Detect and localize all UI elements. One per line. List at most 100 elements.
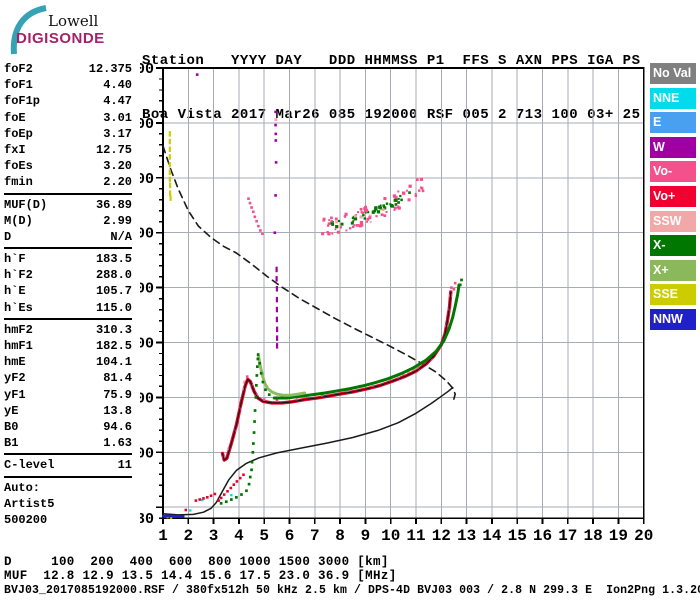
parameters-panel: foF2 12.375 foF1 4.40 foF1p 4.47 foE 3.01 foEp 3.… bbox=[4, 61, 132, 528]
param-label: foF1p bbox=[4, 94, 41, 109]
param-value: 4.40 bbox=[103, 78, 132, 93]
param-label: fmin bbox=[4, 175, 33, 190]
nnw-dashes bbox=[171, 514, 178, 518]
spread-f-cloud bbox=[321, 232, 325, 236]
spread-pink-diagonal bbox=[253, 215, 257, 219]
spread-f-cloud bbox=[337, 219, 341, 223]
spread-f-cloud bbox=[406, 189, 408, 192]
x-tick-label: 8 bbox=[335, 527, 345, 545]
spread-f-cloud bbox=[363, 217, 366, 220]
spread-f-cloud bbox=[375, 215, 378, 218]
o-trace-pink bbox=[397, 376, 400, 380]
spread-f-cloud bbox=[335, 225, 339, 229]
o-trace-pink bbox=[371, 385, 375, 388]
param-label: foE bbox=[4, 110, 26, 125]
param-row: yF1 75.9 bbox=[4, 387, 132, 403]
param-value: 3.20 bbox=[103, 159, 132, 174]
spread-f-cloud bbox=[394, 195, 398, 199]
muf-distance-table: D 100 200 400 600 800 1000 1500 3000 [km… bbox=[4, 555, 397, 583]
e-trace-red bbox=[198, 498, 201, 501]
param-row: yE 13.8 bbox=[4, 403, 132, 419]
spread-pink-diagonal bbox=[248, 201, 252, 205]
spread-f-cloud bbox=[353, 224, 356, 227]
param-row: D N/A bbox=[4, 229, 132, 245]
x-trace-dark-green-dots bbox=[252, 442, 255, 445]
x-trace-dark-green-dots bbox=[255, 374, 259, 377]
param-row: h`Es 115.0 bbox=[4, 300, 132, 316]
echo-direction-legend: No Val NNE E W Vo- Vo+ SSW X- X+ SSE NNW bbox=[650, 63, 697, 334]
x-trace-dark-green-dots bbox=[256, 365, 259, 368]
x-trace-dark-green-dots bbox=[256, 353, 260, 356]
spread-f-cloud bbox=[330, 221, 334, 225]
e-trace-red bbox=[184, 508, 188, 512]
x-trace-dark-green-dots bbox=[240, 493, 243, 496]
param-row: h`F 183.5 bbox=[4, 251, 132, 267]
param-label: yF1 bbox=[4, 387, 26, 402]
spread-f-cloud bbox=[335, 220, 338, 224]
param-row: yF2 81.4 bbox=[4, 370, 132, 386]
x-tick-label: 6 bbox=[285, 527, 295, 545]
param-label: foF2 bbox=[4, 62, 33, 76]
spread-salmon bbox=[407, 370, 410, 374]
o-trace-pink bbox=[245, 375, 249, 378]
spread-f-cloud bbox=[383, 206, 387, 210]
x-trace-light-green bbox=[257, 354, 307, 397]
param-row: foF2 12.375 bbox=[4, 61, 132, 77]
x-trace-dark-green-dots bbox=[264, 388, 267, 392]
spread-f-cloud bbox=[374, 207, 378, 211]
spread-f-cloud bbox=[421, 187, 424, 190]
spread-f-cloud bbox=[366, 217, 370, 221]
nne-specks bbox=[230, 493, 233, 497]
param-row: B1 1.63 bbox=[4, 435, 132, 451]
spread-f-cloud bbox=[397, 190, 400, 193]
legend-item-e: E bbox=[650, 112, 696, 134]
e-trace-red bbox=[229, 486, 233, 490]
param-value: 2.20 bbox=[103, 175, 132, 190]
param-value: 288.0 bbox=[95, 268, 132, 283]
x-trace-dark-green-dots bbox=[261, 380, 265, 384]
o-trace-pink bbox=[275, 399, 279, 402]
e-trace-red bbox=[194, 499, 198, 502]
x-tick-label: 5 bbox=[259, 527, 269, 545]
param-value: 104.1 bbox=[95, 355, 132, 370]
e-trace-red bbox=[232, 483, 236, 486]
spread-f-cloud bbox=[407, 198, 411, 202]
nne-specks bbox=[189, 509, 192, 512]
spread-f-cloud bbox=[383, 197, 387, 201]
param-label: M(D) bbox=[4, 213, 33, 228]
param-row: foEs 3.20 bbox=[4, 158, 132, 174]
spread-f-cloud bbox=[364, 208, 368, 213]
muf-row: MUF 12.8 12.9 13.5 14.4 15.6 17.5 23.0 3… bbox=[4, 569, 397, 583]
y-tick-label: 600 bbox=[140, 226, 154, 243]
param-label: yF2 bbox=[4, 371, 26, 386]
param-value: 75.9 bbox=[103, 387, 132, 402]
o-trace-pink bbox=[452, 288, 456, 291]
nnw-dashes bbox=[165, 514, 172, 518]
x-trace-dark-green-dots bbox=[219, 502, 223, 505]
nne-specks bbox=[201, 498, 204, 502]
x-tick-label: 1 bbox=[158, 527, 168, 545]
spread-f-cloud bbox=[344, 212, 348, 216]
spread-f-cloud bbox=[366, 210, 370, 214]
nnw-dashes bbox=[162, 514, 168, 518]
param-label: h`Es bbox=[4, 300, 33, 315]
panel-separator bbox=[4, 453, 132, 456]
o-trace-pink bbox=[346, 390, 349, 393]
x-trace-dark-green-dots bbox=[255, 384, 258, 387]
o-trace-pink bbox=[262, 398, 266, 401]
spread-f-cloud bbox=[379, 204, 382, 207]
sse-streak bbox=[168, 169, 171, 176]
x-trace-dark-green-dots bbox=[248, 475, 252, 479]
o-trace-pink bbox=[321, 394, 324, 398]
x-trace-dark-green-dots bbox=[250, 468, 253, 472]
x-tick-label: 18 bbox=[583, 527, 602, 545]
spread-f-cloud bbox=[385, 202, 389, 205]
ionogram-plot: 9008007006005004003002008012345678910111… bbox=[140, 61, 653, 545]
panel-separator bbox=[4, 475, 132, 478]
panel-separator bbox=[4, 192, 132, 195]
muf-transmission-curve bbox=[162, 145, 457, 400]
param-value: 182.5 bbox=[95, 339, 132, 353]
spread-f-cloud bbox=[359, 220, 364, 225]
o-trace-pink bbox=[227, 447, 231, 451]
